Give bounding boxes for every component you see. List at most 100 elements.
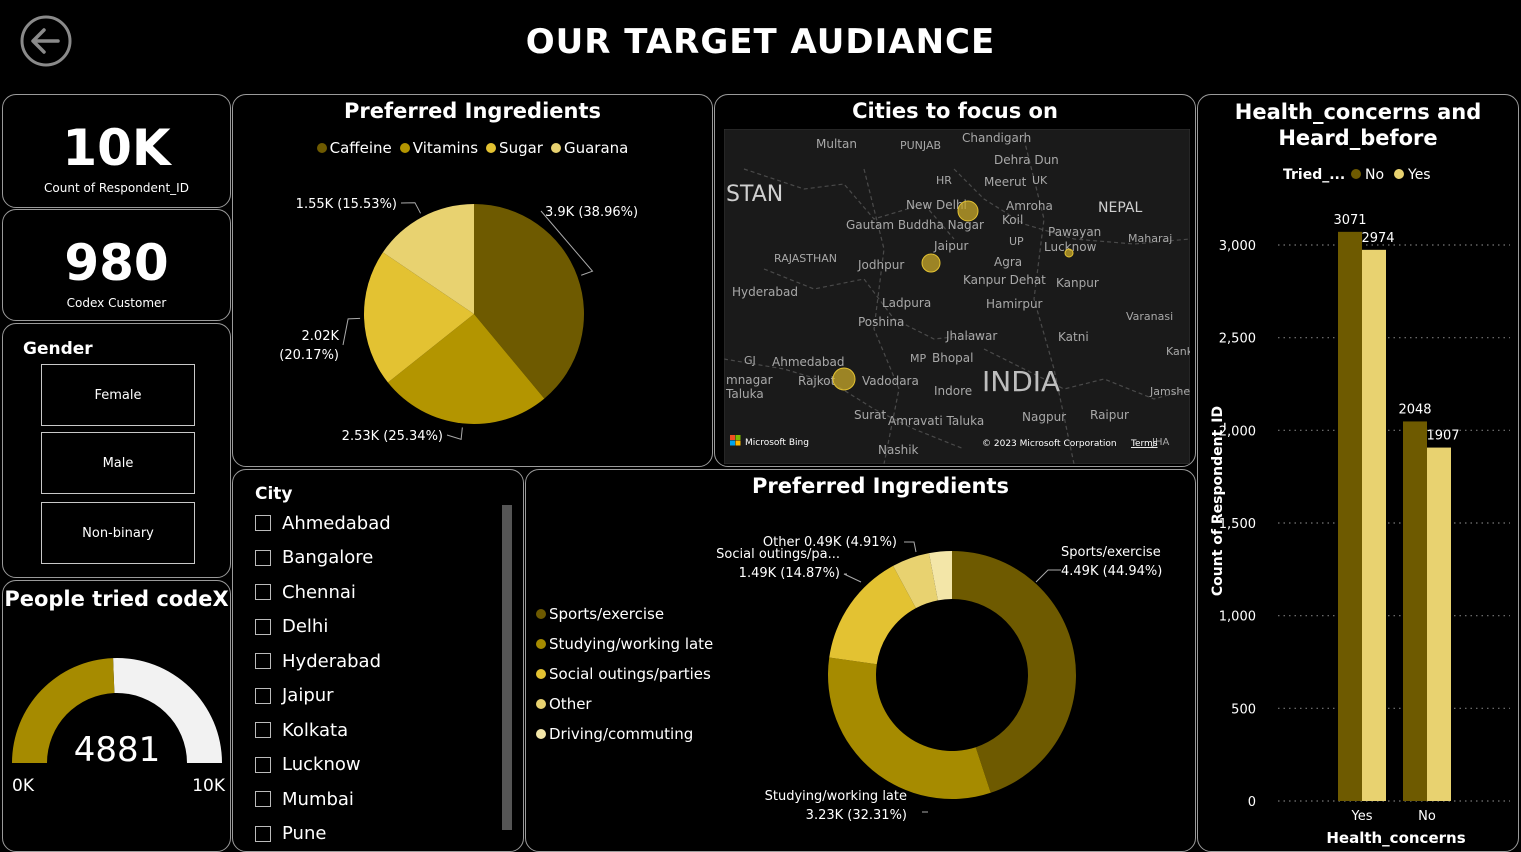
map-place-label: RAJASTHAN [774, 252, 837, 265]
back-arrow-icon[interactable] [20, 15, 72, 67]
gender-slicer: Gender Female Male Non-binary [2, 323, 231, 578]
city-option-label: Delhi [282, 616, 329, 637]
city-option-lucknow[interactable]: Lucknow [255, 752, 361, 778]
map-place-label: Hyderabad [732, 285, 798, 299]
checkbox-icon[interactable] [255, 791, 271, 807]
legend-label: No [1365, 167, 1384, 183]
map-terms-link[interactable]: Terms [1130, 439, 1158, 449]
bar[interactable] [1338, 231, 1362, 802]
pie-data-label: 2.53K (25.34%) [342, 429, 443, 444]
kpi-respondents-card: 10K Count of Respondent_ID [2, 94, 231, 208]
city-option-kolkata[interactable]: Kolkata [255, 717, 348, 743]
city-option-chennai[interactable]: Chennai [255, 579, 356, 605]
bar-data-label: 2974 [1361, 231, 1394, 246]
checkbox-icon[interactable] [255, 825, 271, 842]
map-view[interactable]: STAN Multan PUNJAB Chandigarh Dehra Dun HR UK M… [724, 129, 1190, 464]
legend-dot-icon [550, 143, 561, 153]
legend-item[interactable]: Other [536, 695, 592, 713]
map-place-label: Indore [934, 384, 972, 398]
gauge-fill [12, 658, 115, 763]
bar[interactable] [1427, 447, 1451, 801]
map-place-label: Kanpur Dehat [963, 273, 1046, 287]
bar[interactable] [1362, 249, 1386, 801]
city-option-hyderabad[interactable]: Hyderabad [255, 648, 381, 674]
pie-slice-guarana[interactable] [382, 204, 474, 314]
pie-slice-vitamins[interactable] [387, 314, 545, 424]
legend-item[interactable]: Caffeine [316, 139, 392, 157]
kpi-customers-label: Codex Customer [66, 296, 167, 310]
donut-slice[interactable] [893, 553, 938, 609]
legend-item[interactable]: Driving/commuting [536, 725, 693, 743]
legend-label: Social outings/parties [549, 665, 711, 683]
city-option-label: Mumbai [282, 788, 354, 810]
checkbox-icon[interactable] [255, 653, 271, 669]
legend-item[interactable]: Sugar [478, 139, 543, 157]
city-option-ahmedabad[interactable]: Ahmedabad [255, 510, 391, 536]
city-scrollbar[interactable] [502, 505, 512, 830]
city-option-delhi[interactable]: Delhi [255, 614, 328, 640]
checkbox-icon[interactable] [255, 584, 271, 600]
city-option-jaipur[interactable]: Jaipur [255, 683, 334, 709]
city-title: City [255, 484, 293, 504]
map-place-label: mnagar [726, 373, 773, 387]
gender-title: Gender [23, 339, 93, 359]
city-bubble[interactable] [1064, 248, 1074, 258]
legend-dot-icon [1351, 169, 1361, 179]
pie-slice-caffeine[interactable] [474, 204, 584, 399]
city-option-bangalore[interactable]: Bangalore [255, 545, 373, 571]
city-option-mumbai[interactable]: Mumbai [255, 786, 354, 812]
city-bubble[interactable] [957, 200, 979, 222]
checkbox-icon[interactable] [255, 515, 271, 531]
donut-slice[interactable] [952, 551, 1076, 793]
city-bubble[interactable] [832, 367, 856, 391]
legend-item[interactable]: Vitamins [392, 139, 478, 157]
legend-item[interactable]: Sports/exercise [536, 605, 664, 623]
donut-data-label: Sports/exercise 4.49K (44.94%) [1061, 545, 1162, 579]
gender-option-male[interactable]: Male [41, 432, 195, 494]
checkbox-icon[interactable] [255, 618, 271, 635]
city-option-label: Lucknow [282, 754, 361, 775]
map-place-label: Vadodara [862, 374, 919, 388]
page-title: OUR TARGET AUDIANCE [525, 22, 996, 62]
checkbox-icon[interactable] [255, 549, 271, 566]
map-place-label: GJ [744, 354, 756, 367]
donut-slice[interactable] [829, 565, 916, 665]
city-bubble[interactable] [921, 253, 941, 273]
legend-item[interactable]: Social outings/parties [536, 665, 711, 683]
gauge-value: 4881 [74, 730, 161, 770]
pie-data-label: 1.55K (15.53%) [296, 197, 397, 212]
bar[interactable] [1403, 421, 1427, 801]
pie-slice-sugar[interactable] [364, 252, 474, 383]
checkbox-icon[interactable] [255, 722, 271, 738]
pie-data-label: 2.02K (20.17%) [279, 329, 339, 363]
map-title: Cities to focus on [852, 99, 1058, 123]
health-bar-title: Health_concerns and Heard_before [1234, 100, 1482, 150]
bar-data-label: 2048 [1398, 402, 1431, 417]
legend-item[interactable]: Studying/working late [536, 635, 713, 653]
checkbox-icon[interactable] [255, 687, 271, 704]
legend-item[interactable]: Guarana [543, 139, 628, 157]
x-tick-label: Yes [1351, 809, 1373, 824]
legend-label: Studying/working late [549, 635, 714, 653]
map-place-label: Poshina [858, 315, 904, 329]
city-option-pune[interactable]: Pune [255, 821, 326, 847]
donut-slice[interactable] [928, 551, 952, 601]
bar-data-label: 3071 [1333, 213, 1366, 228]
map-place-label: Ahmedabad [772, 355, 844, 369]
gender-option-non-binary[interactable]: Non-binary [41, 502, 195, 564]
city-option-label: Hyderabad [282, 650, 381, 672]
bar-data-label: 1907 [1426, 429, 1459, 444]
map-attribution: © 2023 Microsoft Corporation [982, 439, 1117, 449]
legend-dot-icon [536, 609, 546, 619]
checkbox-icon[interactable] [255, 756, 271, 773]
donut-slice[interactable] [828, 657, 991, 799]
gender-option-female[interactable]: Female [41, 364, 195, 426]
map-place-label: Lucknow [1044, 240, 1097, 254]
y-axis-title: Count of Respondent_ID [1210, 406, 1226, 596]
map-place-label: Multan [816, 137, 857, 151]
ingredients-pie-title: Preferred Ingredients [343, 99, 602, 123]
gauge-track [113, 658, 222, 763]
legend-dot-icon [536, 699, 546, 709]
occasion-donut-title: Preferred Ingredients [752, 474, 1010, 498]
y-tick-label: 500 [1231, 702, 1256, 717]
